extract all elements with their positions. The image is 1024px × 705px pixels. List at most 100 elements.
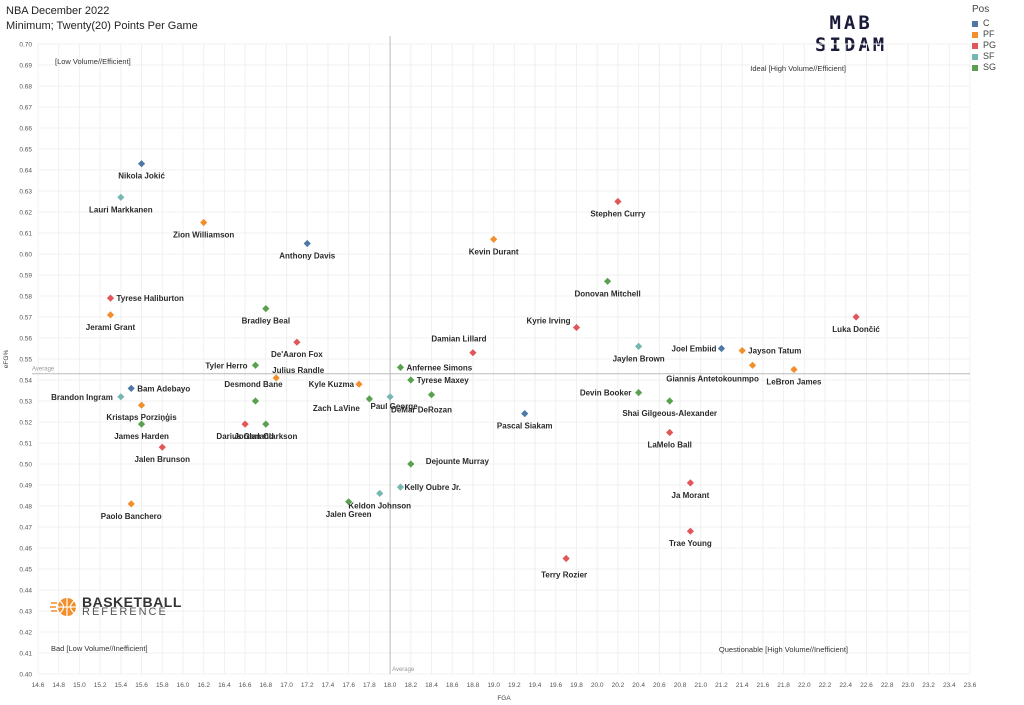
x-tick-label: 17.8 [363,682,376,689]
x-tick-label: 16.2 [197,682,210,689]
y-tick-label: 0.49 [19,483,32,490]
legend-label: SF [983,51,995,61]
y-tick-label: 0.56 [19,336,32,343]
x-tick-label: 16.6 [239,682,252,689]
data-point-label: Dejounte Murray [426,457,490,466]
x-tick-label: 23.4 [943,682,956,689]
x-tick-label: 18.0 [384,682,397,689]
legend-label: PF [983,29,995,39]
data-point-label: Kyrie Irving [526,317,570,326]
data-point-marker [717,344,726,353]
x-tick-label: 23.2 [922,682,935,689]
data-point-label: Tyler Herro [205,361,247,370]
legend-item-pg[interactable]: PG [972,40,996,51]
data-point-label: Kevin Durant [469,247,519,256]
y-tick-label: 0.47 [19,525,32,532]
chart-subtitle: Minimum; Twenty(20) Points Per Game [6,20,198,32]
data-point-label: Jalen Brunson [134,455,190,464]
logo-line-2: REFERENCE [82,606,168,618]
logo-line-1: BASKETBALL [82,594,182,610]
x-tick-label: 22.4 [839,682,852,689]
data-point-marker [376,489,384,497]
x-tick-label: 21.4 [736,682,749,689]
data-point-marker [117,193,125,201]
y-tick-label: 0.46 [19,546,32,553]
x-tick-label: 15.4 [115,682,128,689]
x-tick-label: 21.2 [715,682,728,689]
data-point-marker [158,443,166,451]
grid-layer [37,43,971,675]
data-point-marker [666,397,674,405]
data-point-label: Zion Williamson [173,231,234,240]
data-point-marker [117,393,125,401]
legend-item-sg[interactable]: SG [972,62,996,73]
data-point-label: Bradley Beal [242,317,290,326]
data-point-label: Jalen Green [326,510,372,519]
data-point-label: De'Aaron Fox [271,350,323,359]
y-tick-label: 0.66 [19,126,32,133]
x-tick-label: 21.6 [757,682,770,689]
y-tick-label: 0.69 [19,63,32,70]
data-point-marker [396,363,405,371]
data-point-label: Anfernee Simons [406,363,472,372]
y-tick-label: 0.70 [19,42,32,49]
data-point-marker [106,294,115,302]
data-point-marker [262,305,270,313]
quadrant-label-bottom-left: Bad [Low Volume//Inefficient] [51,644,148,653]
quadrant-labels: [Low Volume//Efficient] Ideal [High Volum… [51,57,848,654]
data-point-label: Jayson Tatum [748,347,801,356]
data-point-label: Desmond Bane [224,380,283,389]
data-point-label: Terry Rozier [541,571,587,580]
data-point-marker [106,311,115,319]
y-tick-label: 0.55 [19,357,32,364]
data-point-label: Zach LaVine [313,404,361,413]
data-point-label: Paul George [371,402,419,411]
y-tick-label: 0.48 [19,504,32,511]
x-tick-label: 22.0 [798,682,811,689]
data-point-label: Giannis Antetokounmpo [666,374,759,383]
data-point-label: Lauri Markkanen [89,205,153,214]
data-point-marker [262,420,270,428]
y-tick-label: 0.54 [19,378,32,385]
legend-swatch [972,64,978,71]
x-average-label: Average [392,667,415,673]
x-tick-label: 20.0 [591,682,604,689]
data-point-marker [137,160,146,168]
data-points: Nikola Jokić Lauri Markkanen Zion Williams… [51,160,880,580]
data-point-label: Julius Randle [272,366,325,375]
data-point-label: LaMelo Ball [647,441,691,450]
y-tick-label: 0.67 [19,105,32,112]
x-tick-label: 19.4 [529,682,542,689]
y-tick-label: 0.41 [19,651,32,658]
legend-item-sf[interactable]: SF [972,51,996,62]
legend-swatch [972,42,978,49]
y-tick-label: 0.43 [19,609,32,616]
x-tick-label: 20.8 [674,682,687,689]
legend-item-c[interactable]: C [972,18,996,29]
x-tick-label: 17.2 [301,682,314,689]
x-tick-label: 22.8 [881,682,894,689]
y-tick-label: 0.50 [19,462,32,469]
data-point-label: James Harden [114,432,169,441]
x-tick-label: 20.2 [612,682,625,689]
data-point-marker [345,498,353,506]
legend-title: Pos [972,4,990,15]
legend-item-pf[interactable]: PF [972,29,996,40]
data-point-label: DeMar DeRozan [391,406,452,415]
x-tick-label: 16.8 [259,682,272,689]
data-point-label: Joel Embiid [672,345,717,354]
y-tick-label: 0.63 [19,189,32,196]
data-point-marker [251,397,260,405]
legend-swatch [972,53,978,60]
y-tick-label: 0.57 [19,315,32,322]
data-point-marker [738,347,746,355]
data-point-marker [407,376,415,384]
reference-lines: Average Average [32,36,970,674]
x-tick-label: 17.4 [322,682,335,689]
y-axis-title: eFG% [3,350,10,369]
y-tick-label: 0.68 [19,84,32,91]
x-tick-label: 18.8 [467,682,480,689]
data-point-label: Shai Gilgeous-Alexander [622,409,717,418]
data-point-marker [852,313,860,321]
axis-layer: 14.6 14.8 15.0 15.2 15.4 15.6 15.8 16.0 16.2 16.4… [3,42,977,703]
